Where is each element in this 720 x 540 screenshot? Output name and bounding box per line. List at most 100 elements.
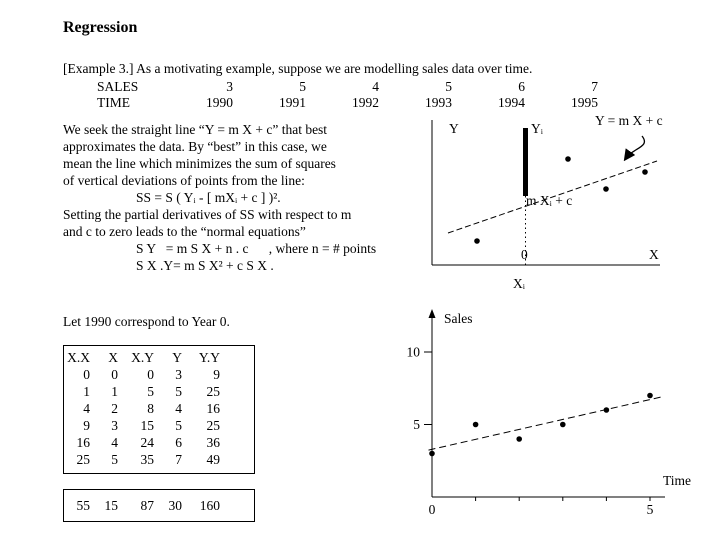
sums-table-grid: X.X X X.Y Y Y.Y 0 0 0 3 9 1 1 5 5 25 4 2 8 4 16 9 3 15 5 25 16 4 2… (64, 349, 220, 468)
diagram-x-axis-label: X (649, 247, 659, 262)
y-axis-arrow-icon (428, 309, 436, 318)
table-cell: 5 (111, 452, 118, 467)
note-text: Let 1990 correspond to Year 0. (63, 314, 230, 329)
column-header: X.Y (131, 350, 154, 365)
line-value-label: m Xᵢ + c (526, 193, 573, 208)
table-cell: 9 (213, 367, 220, 382)
data-point (429, 450, 435, 457)
table-cell: 36 (206, 435, 221, 450)
table-cell: 5 (147, 384, 154, 399)
totals-row: 55 15 87 30 160 (64, 497, 221, 514)
y-tick-label: 10 (407, 345, 421, 360)
time-value: 1992 (352, 95, 379, 110)
time-value: 1993 (425, 95, 452, 110)
data-point (560, 421, 566, 428)
time-value: 1994 (498, 95, 525, 110)
sales-value: 6 (518, 79, 525, 94)
diagram-xi-label: Xᵢ (513, 276, 525, 291)
deviation-diagram: Y Yᵢ Y = m X + c m Xᵢ + c 0 X Xᵢ (425, 110, 695, 300)
table-cell: 5 (175, 418, 182, 433)
table-cell: 4 (83, 401, 90, 416)
totals-cell: 15 (104, 498, 119, 513)
line-equation-label: Y = m X + c (595, 113, 663, 128)
column-header: X (108, 350, 118, 365)
deviation-diagram-svg (431, 120, 660, 266)
data-point (565, 156, 571, 162)
data-point (603, 407, 610, 413)
totals-cell: 30 (168, 498, 183, 513)
intro-text: [Example 3.] As a motivating example, su… (63, 61, 533, 76)
table-cell: 2 (111, 401, 118, 416)
time-value: 1990 (206, 95, 233, 110)
table-cell: 1 (83, 384, 90, 399)
totals-grid: 55 15 87 30 160 (64, 497, 221, 514)
diagram-origin-label: 0 (521, 247, 528, 262)
sums-table: X.X X X.Y Y Y.Y 0 0 0 3 9 1 1 5 5 25 4 2 8 4 16 9 3 15 5 25 16 4 2… (63, 345, 255, 474)
body-line: S Y = m S X + n . c , where n = # points (136, 241, 377, 256)
data-point (472, 421, 479, 428)
equation-arrow-icon (623, 135, 645, 162)
body-line: We seek the straight line “Y = m X + c” … (63, 122, 328, 137)
table-cell: 16 (76, 435, 91, 450)
table-row: 16 4 24 6 36 (64, 434, 221, 451)
sales-value: 5 (445, 79, 452, 94)
data-point (603, 186, 609, 192)
body-line: of vertical deviations of points from th… (63, 173, 305, 188)
table-cell: 1 (111, 384, 118, 399)
totals-table: 55 15 87 30 160 (63, 489, 255, 522)
data-point (474, 238, 480, 244)
body-line: and c to zero leads to the “normal equat… (63, 224, 306, 239)
table-row: 1 1 5 5 25 (64, 383, 220, 400)
table-cell: 8 (147, 401, 154, 416)
table-row: 25 5 35 7 49 (64, 451, 221, 468)
table-cell: 0 (111, 367, 118, 382)
column-header: Y.Y (198, 350, 220, 365)
time-label: TIME (97, 95, 130, 110)
data-point (516, 436, 522, 442)
table-row: 9 3 15 5 25 (64, 417, 220, 434)
sales-chart: 5 10 0 5 Sales Time (398, 303, 710, 533)
sales-chart-svg: 5 10 0 5 Sales Time (407, 309, 691, 517)
table-cell: 16 (206, 401, 221, 416)
slide-title: Regression (63, 19, 138, 36)
y-tick-label: 5 (413, 417, 420, 432)
body-line: S X .Y= m S X² + c S X . (136, 258, 274, 273)
totals-cell: 87 (140, 498, 155, 513)
body-line: mean the line which minimizes the sum of… (63, 156, 336, 171)
totals-cell: 55 (76, 498, 91, 513)
table-header-row: X.X X X.Y Y Y.Y (64, 349, 220, 366)
time-axis-label: Time (663, 473, 691, 488)
sales-axis-label: Sales (444, 311, 473, 326)
table-cell: 6 (175, 435, 182, 450)
sales-label: SALES (97, 79, 139, 94)
table-cell: 9 (83, 418, 90, 433)
table-cell: 7 (175, 452, 182, 467)
body-text: We seek the straight line “Y = m X + c” … (63, 121, 376, 274)
body-line: SS = S ( Yᵢ - [ mXᵢ + c ] )². (136, 190, 281, 205)
totals-cell: 160 (199, 498, 220, 513)
table-cell: 25 (76, 452, 91, 467)
x-tick-label: 0 (429, 502, 436, 517)
fitted-line (447, 160, 658, 234)
table-cell: 15 (140, 418, 155, 433)
table-cell: 49 (206, 452, 221, 467)
column-header: X.X (67, 350, 90, 365)
x-tick-label: 5 (647, 502, 654, 517)
trend-line (428, 396, 664, 451)
table-cell: 3 (111, 418, 118, 433)
table-cell: 35 (140, 452, 155, 467)
table-cell: 5 (175, 384, 182, 399)
sales-value: 5 (299, 79, 306, 94)
table-cell: 24 (140, 435, 155, 450)
time-value: 1991 (279, 95, 306, 110)
time-data-row: TIME 1990 1991 1992 1993 1994 1995 (63, 95, 598, 111)
table-cell: 4 (175, 401, 182, 416)
data-point (647, 392, 653, 399)
table-cell: 25 (206, 384, 221, 399)
diagram-yi-label: Yᵢ (531, 121, 543, 136)
table-row: 4 2 8 4 16 (64, 400, 220, 417)
body-line: approximates the data. By “best” in this… (63, 139, 327, 154)
table-cell: 3 (175, 367, 182, 382)
time-value: 1995 (571, 95, 598, 110)
